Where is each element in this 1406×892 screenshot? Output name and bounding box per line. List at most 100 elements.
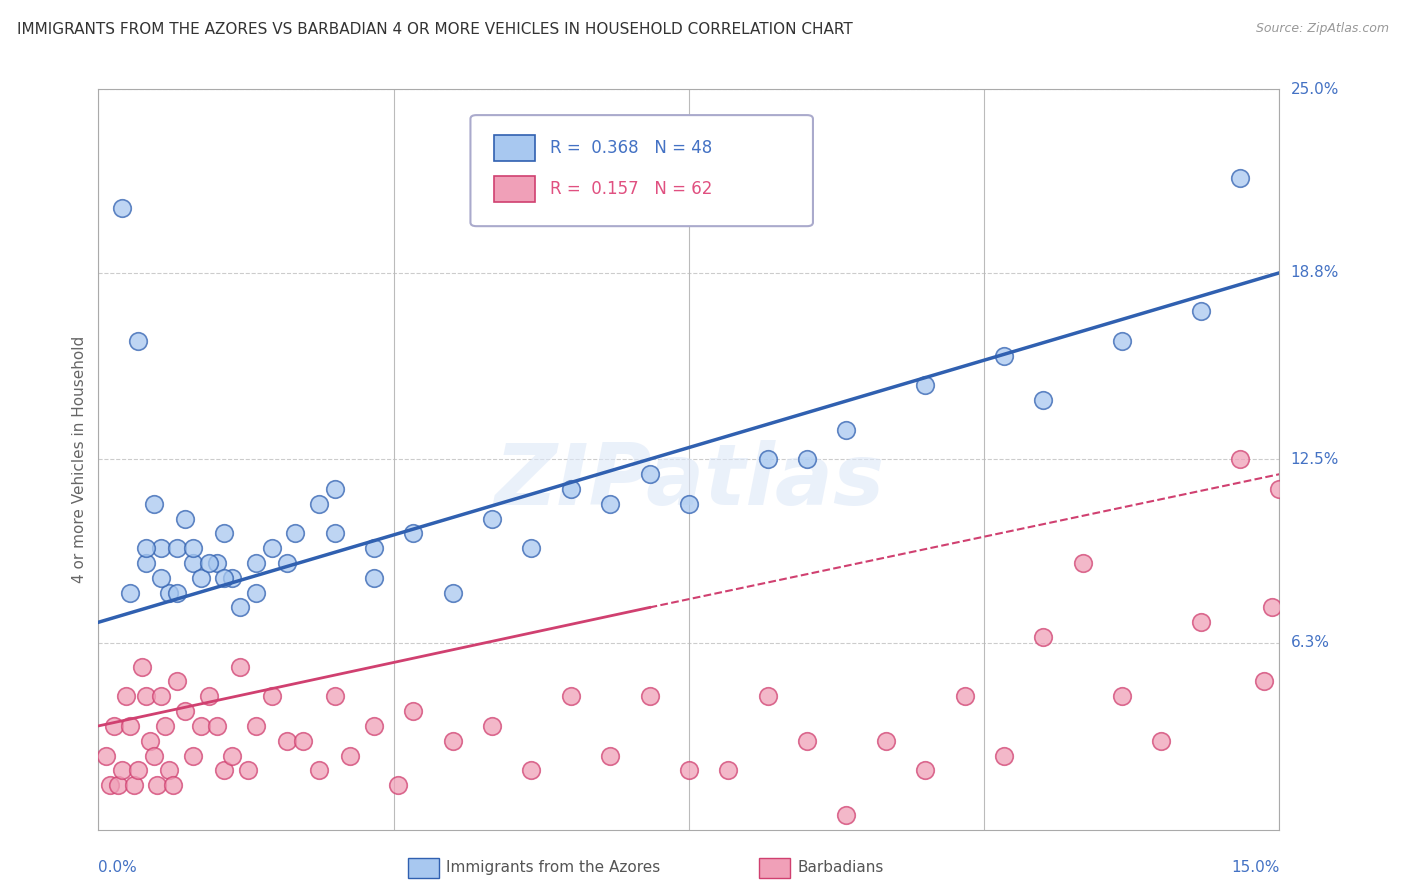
Point (796, 733, 818, 747)
Point (993, 349, 1015, 363)
Point (214, 526, 236, 541)
Point (796, 452, 818, 467)
Point (174, 511, 197, 525)
Point (599, 497, 621, 511)
Point (245, 556, 267, 570)
Point (914, 764, 936, 778)
Point (756, 452, 779, 467)
Y-axis label: 4 or more Vehicles in Household: 4 or more Vehicles in Household (72, 335, 87, 583)
Point (260, 541, 283, 556)
Point (127, 334, 149, 348)
Point (214, 764, 236, 778)
Bar (494, 136, 536, 161)
Point (142, 748, 165, 763)
Text: Source: ZipAtlas.com: Source: ZipAtlas.com (1256, 22, 1389, 36)
Point (197, 690, 219, 704)
Point (1111, 690, 1133, 704)
Point (135, 690, 157, 704)
Point (1229, 452, 1251, 467)
Point (236, 764, 259, 778)
Point (1189, 615, 1212, 630)
Point (835, 807, 858, 822)
Point (481, 719, 503, 733)
Point (135, 541, 157, 556)
Text: Barbadians: Barbadians (797, 860, 883, 874)
Point (1150, 733, 1173, 747)
Point (441, 733, 464, 747)
Point (260, 690, 283, 704)
Point (98, 778, 121, 792)
Point (221, 571, 243, 585)
Point (323, 690, 346, 704)
Point (756, 690, 779, 704)
Point (214, 571, 236, 585)
Point (157, 585, 180, 599)
Point (115, 690, 138, 704)
Point (142, 497, 165, 511)
Point (245, 585, 267, 599)
Text: R =  0.368   N = 48: R = 0.368 N = 48 (550, 139, 711, 157)
Point (229, 659, 252, 673)
Text: IMMIGRANTS FROM THE AZORES VS BARBADIAN 4 OR MORE VEHICLES IN HOUSEHOLD CORRELAT: IMMIGRANTS FROM THE AZORES VS BARBADIAN … (17, 22, 852, 37)
Point (1229, 171, 1251, 186)
Point (190, 571, 212, 585)
Text: 12.5%: 12.5% (1291, 452, 1339, 467)
Point (111, 201, 134, 215)
Point (205, 719, 228, 733)
Point (1260, 600, 1282, 615)
Point (993, 748, 1015, 763)
Point (118, 719, 141, 733)
Text: 6.3%: 6.3% (1291, 635, 1330, 650)
Point (441, 585, 464, 599)
Point (155, 719, 177, 733)
Point (363, 541, 385, 556)
Point (1253, 674, 1275, 689)
Point (363, 571, 385, 585)
Point (560, 482, 582, 496)
Point (339, 748, 361, 763)
Point (717, 764, 740, 778)
Point (150, 690, 173, 704)
Point (276, 556, 298, 570)
Point (162, 778, 184, 792)
Point (276, 733, 298, 747)
Point (150, 541, 173, 556)
Point (197, 556, 219, 570)
Point (205, 556, 228, 570)
Point (323, 526, 346, 541)
Point (520, 541, 543, 556)
Point (284, 526, 307, 541)
Text: 25.0%: 25.0% (1291, 82, 1339, 96)
Point (127, 764, 149, 778)
Point (678, 497, 700, 511)
Point (308, 764, 330, 778)
Point (146, 778, 169, 792)
Point (181, 556, 204, 570)
Text: 18.8%: 18.8% (1291, 265, 1339, 280)
Point (323, 482, 346, 496)
Point (875, 733, 897, 747)
Point (111, 764, 134, 778)
Text: ZIPatlas: ZIPatlas (494, 440, 884, 523)
Point (166, 541, 188, 556)
Text: R =  0.157   N = 62: R = 0.157 N = 62 (550, 180, 711, 198)
Point (638, 467, 661, 482)
Text: 15.0%: 15.0% (1232, 860, 1279, 875)
Point (166, 585, 188, 599)
Bar (494, 177, 536, 202)
Point (96, 748, 118, 763)
Point (103, 719, 125, 733)
Point (157, 764, 180, 778)
Point (174, 704, 197, 718)
Point (1032, 393, 1054, 408)
Point (835, 423, 858, 437)
Point (520, 764, 543, 778)
FancyBboxPatch shape (471, 115, 813, 227)
Point (131, 659, 153, 673)
Point (107, 778, 129, 792)
Point (150, 571, 173, 585)
Point (638, 690, 661, 704)
Point (402, 704, 425, 718)
Point (221, 748, 243, 763)
Point (308, 497, 330, 511)
